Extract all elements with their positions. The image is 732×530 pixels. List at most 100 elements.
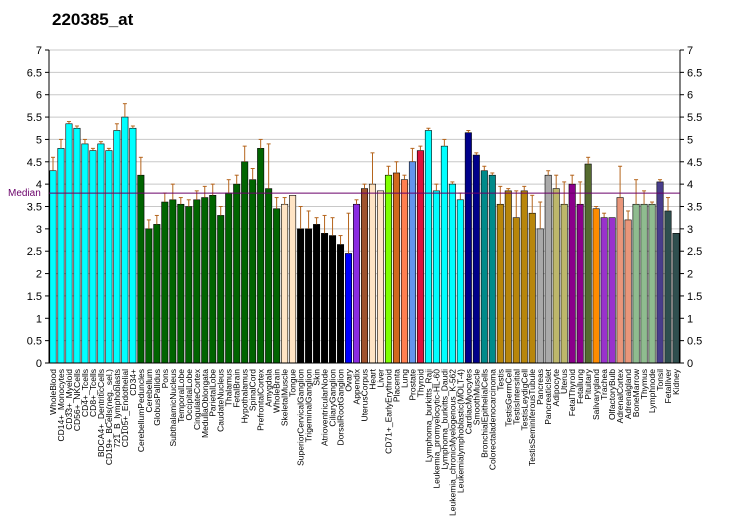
bar-63 — [552, 188, 560, 364]
bar-19 — [201, 197, 209, 364]
bar-23 — [233, 183, 241, 364]
bar-21 — [217, 215, 225, 364]
category-label-48: Leukemia_promyelocytic-HL-60 — [431, 369, 441, 489]
bar-45 — [408, 161, 416, 364]
category-label-41: Liver — [375, 369, 385, 388]
bar-54 — [480, 170, 488, 364]
category-label-7: CD19+_BCells(neg._sel.) — [104, 369, 114, 465]
category-label-32: TrigeminalGanglion — [304, 369, 314, 443]
bar-16 — [177, 203, 185, 364]
chart-title: 220385_at — [52, 10, 134, 29]
bar-70 — [608, 217, 616, 364]
bar-78 — [672, 233, 680, 364]
bar-34 — [321, 233, 329, 364]
bar-48 — [432, 190, 440, 364]
y-tick-label-left: 2 — [36, 269, 42, 281]
bar-15 — [169, 199, 177, 364]
category-label-52: CardiacMyocytes — [463, 369, 473, 434]
bar-32 — [305, 228, 313, 364]
bar-50 — [448, 183, 456, 364]
category-label-63: Adipocyte — [551, 369, 561, 407]
bar-38 — [353, 203, 361, 364]
y-tick-label-left: 5.5 — [27, 112, 42, 124]
bar-43 — [392, 172, 400, 364]
bar-56 — [496, 203, 504, 364]
category-label-11: CerebellumPeduncles — [136, 369, 146, 452]
bar-35 — [329, 235, 337, 364]
bar-58 — [512, 217, 520, 364]
y-tick-label-right: 5 — [687, 134, 693, 146]
bar-2 — [65, 123, 73, 364]
bars — [49, 116, 680, 364]
category-label-27: Amygdala — [264, 369, 274, 407]
bar-71 — [616, 197, 624, 364]
y-tick-label-left: 3.5 — [27, 202, 42, 214]
category-label-65: FetalThyroid — [567, 369, 577, 417]
y-tick-label-left: 5 — [36, 134, 42, 146]
category-label-40: Heart — [367, 368, 377, 389]
y-tick-label-right: 2.5 — [687, 246, 702, 258]
bar-55 — [488, 174, 496, 364]
bar-7 — [105, 150, 113, 364]
y-tick-label-left: 0 — [36, 358, 42, 370]
category-label-31: SuperiorCervicalGanglion — [296, 369, 306, 466]
bar-24 — [241, 161, 249, 364]
category-label-71: AdrenalCortex — [615, 368, 625, 423]
y-tick-label-left: 6.5 — [27, 67, 42, 79]
bar-46 — [416, 150, 424, 364]
category-label-76: Tonsil — [655, 369, 665, 391]
category-label-46: Thyroid — [415, 369, 425, 398]
bar-73 — [632, 203, 640, 364]
y-tick-label-left: 0.5 — [27, 336, 42, 348]
bar-65 — [568, 183, 576, 364]
bar-40 — [368, 183, 376, 364]
category-label-57: TestisGermCell — [503, 369, 513, 427]
bar-17 — [185, 206, 193, 364]
bar-8 — [113, 130, 121, 364]
category-label-3: CD56+_NKCells — [72, 369, 82, 431]
bar-47 — [424, 130, 432, 364]
category-label-0: WholeBlood — [48, 369, 58, 415]
y-tick-label-right: 6 — [687, 90, 693, 102]
median-line-group: Median — [8, 188, 680, 199]
category-label-15: SubthalamicNucleus — [168, 369, 178, 446]
category-label-14: Pons — [160, 369, 170, 388]
category-label-21: CaudateNucleus — [216, 369, 226, 432]
category-label-33: Skin — [312, 369, 322, 386]
y-tick-label-left: 6 — [36, 90, 42, 102]
category-label-12: Cerebellum — [144, 369, 154, 412]
category-label-58: TestisIntersitial — [511, 369, 521, 425]
category-label-17: OccipitalLobe — [184, 369, 194, 421]
bar-0 — [49, 170, 57, 364]
bar-31 — [297, 228, 305, 364]
y-tick-label-left: 4 — [36, 179, 42, 191]
bar-29 — [281, 203, 289, 364]
category-label-47: Lymphoma_burkitts_Raji — [423, 369, 433, 462]
bar-51 — [456, 199, 464, 364]
category-label-34: AtrioventricularNode — [320, 369, 330, 446]
bar-76 — [656, 181, 664, 364]
y-tick-label-right: 2 — [687, 269, 693, 281]
bar-13 — [153, 224, 161, 364]
bar-1 — [57, 148, 65, 364]
category-label-77: Fetalliver — [663, 369, 673, 404]
bar-57 — [504, 190, 512, 364]
category-label-20: ParietalLobe — [208, 369, 218, 417]
category-label-29: SkeletalMuscle — [280, 369, 290, 426]
category-label-64: Uterus — [559, 369, 569, 394]
bar-4 — [81, 143, 89, 364]
category-label-19: MedullaOblongata — [200, 369, 210, 438]
bar-69 — [600, 217, 608, 364]
category-label-2: CD33+_Myeloid — [64, 369, 74, 430]
bar-59 — [520, 190, 528, 364]
category-label-72: Adrenalgland — [623, 369, 633, 419]
y-tick-label-right: 0 — [687, 358, 693, 370]
bar-14 — [161, 201, 169, 364]
bar-61 — [536, 228, 544, 364]
bar-36 — [337, 244, 345, 364]
category-label-28: WholeBrain — [272, 369, 282, 413]
category-label-42: CD71+_EarlyErythroid — [383, 369, 393, 454]
bar-26 — [257, 148, 265, 364]
y-tick-label-left: 1.5 — [27, 291, 42, 303]
